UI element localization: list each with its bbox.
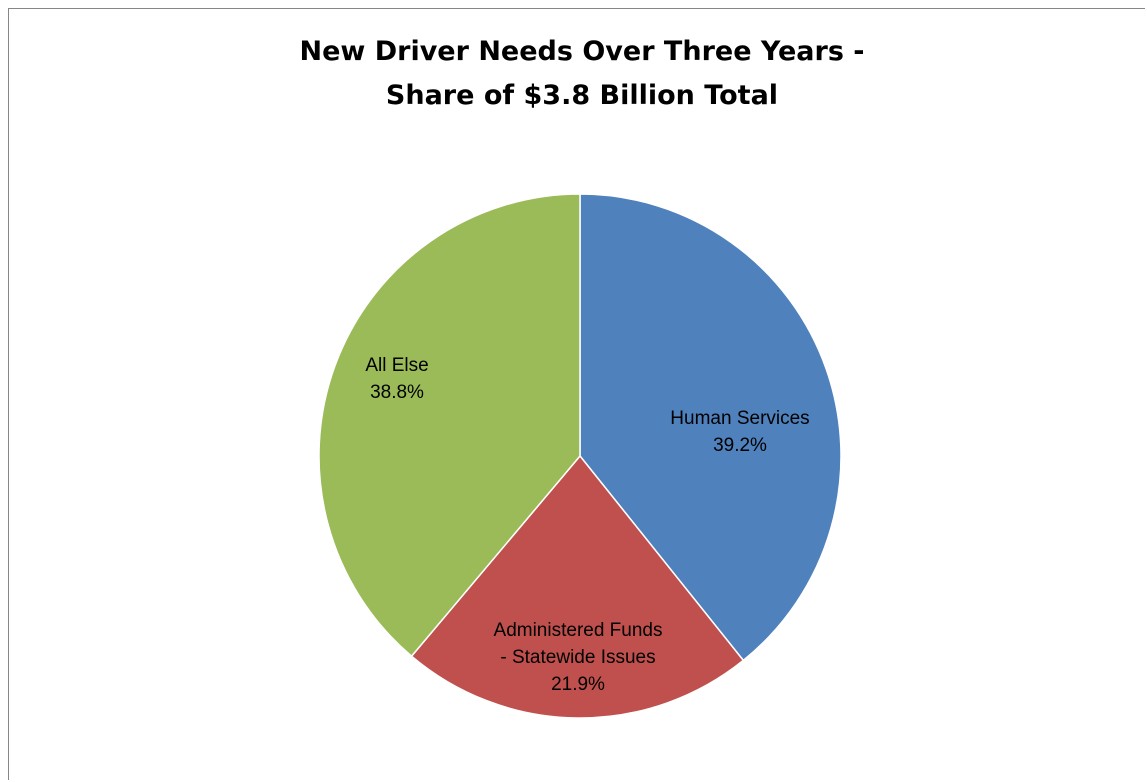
- slice-name-label-1: Administered Funds: [494, 620, 663, 641]
- chart-title-line-2: Share of $3.8 Billion Total: [385, 80, 779, 111]
- pie-slice-1: [410, 454, 745, 719]
- pie-slice-2: [318, 193, 581, 658]
- chart-title: New Driver Needs Over Three Years - Shar…: [0, 30, 1147, 118]
- pie-slices: [318, 193, 842, 719]
- chart-title-line-1: New Driver Needs Over Three Years -: [299, 36, 865, 67]
- slice-name-label-0: Human Services: [670, 408, 809, 429]
- pie-labels: Human Services 39.2% Administered Funds - S…: [365, 355, 809, 695]
- slice-value-label-2: 38.8%: [370, 382, 424, 403]
- slice-value-label-0: 39.2%: [713, 435, 767, 456]
- slice-value-label-1: 21.9%: [551, 674, 605, 695]
- slice-name-label-1: - Statewide Issues: [500, 647, 655, 668]
- slice-name-label-2: All Else: [365, 355, 428, 376]
- pie-slice-0: [579, 193, 842, 662]
